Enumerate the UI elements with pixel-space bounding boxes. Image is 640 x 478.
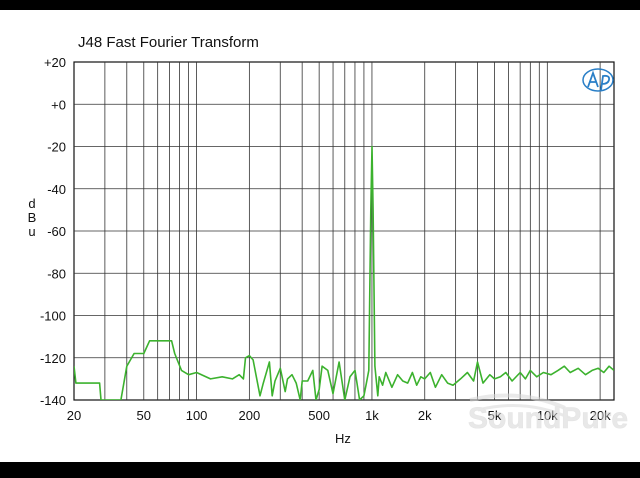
bottom-letterbox-bar xyxy=(0,462,640,478)
y-tick-label: -40 xyxy=(47,182,66,197)
y-tick-label: -120 xyxy=(40,351,66,366)
svg-text:SoundPure: SoundPure xyxy=(468,402,628,435)
y-axis-label-letter: B xyxy=(28,210,37,225)
x-tick-label: 20 xyxy=(67,408,81,423)
x-tick-label: 200 xyxy=(239,408,261,423)
y-tick-label: -80 xyxy=(47,266,66,281)
x-tick-label: 20k xyxy=(590,408,611,423)
y-tick-label: -100 xyxy=(40,309,66,324)
x-tick-label: 2k xyxy=(418,408,432,423)
ap-logo-icon xyxy=(582,68,614,92)
y-tick-label: +0 xyxy=(51,97,66,112)
x-tick-label: 50 xyxy=(137,408,151,423)
x-tick-label: 1k xyxy=(365,408,379,423)
top-letterbox-bar xyxy=(0,0,640,10)
y-tick-label: -20 xyxy=(47,140,66,155)
y-axis-label: dBu xyxy=(28,196,37,239)
x-axis-label: Hz xyxy=(335,431,351,446)
x-tick-label: 500 xyxy=(308,408,330,423)
x-tick-label: 100 xyxy=(186,408,208,423)
series-layer xyxy=(74,145,614,400)
watermark-logo: SoundPure xyxy=(468,393,628,435)
y-tick-labels: +20 +0 -20 -40 -60 -80 -100 -120 -140 xyxy=(40,55,66,408)
y-axis-label-letter: d xyxy=(28,196,35,211)
x-tick-label: 5k xyxy=(488,408,502,423)
y-tick-label: +20 xyxy=(44,55,66,70)
y-axis-label-letter: u xyxy=(28,224,35,239)
series-line xyxy=(74,145,614,400)
chart-title: J48 Fast Fourier Transform xyxy=(78,34,259,51)
grid-lines xyxy=(74,62,614,400)
y-tick-label: -140 xyxy=(40,393,66,408)
y-tick-label: -60 xyxy=(47,224,66,239)
x-tick-labels: 20 50 100 200 500 1k 2k 5k 10k 20k xyxy=(67,408,611,423)
